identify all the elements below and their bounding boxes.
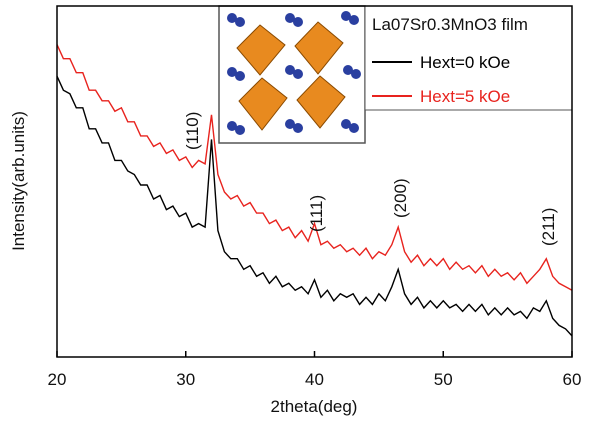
peak-annotation: (211) <box>539 208 558 246</box>
x-tick-label: 60 <box>563 370 582 389</box>
peak-annotation: (200) <box>391 178 410 218</box>
peak-annotation: (110) <box>183 112 202 150</box>
x-tick-label: 50 <box>434 370 453 389</box>
x-tick-label: 20 <box>48 370 67 389</box>
legend-label: Hext=0 kOe <box>420 53 510 72</box>
crystal-inset <box>218 5 366 144</box>
legend-box <box>364 5 573 111</box>
x-tick-label: 30 <box>176 370 195 389</box>
legend-title: La07Sr0.3MnO3 film <box>372 15 528 34</box>
y-axis-label: Intensity(arb.units) <box>9 111 28 251</box>
peak-annotation: (111) <box>307 195 326 232</box>
x-tick-label: 40 <box>305 370 324 389</box>
legend-label: Hext=5 kOe <box>420 87 510 106</box>
series-line <box>56 75 573 337</box>
x-axis-label: 2theta(deg) <box>271 397 358 416</box>
series-line <box>56 44 573 291</box>
